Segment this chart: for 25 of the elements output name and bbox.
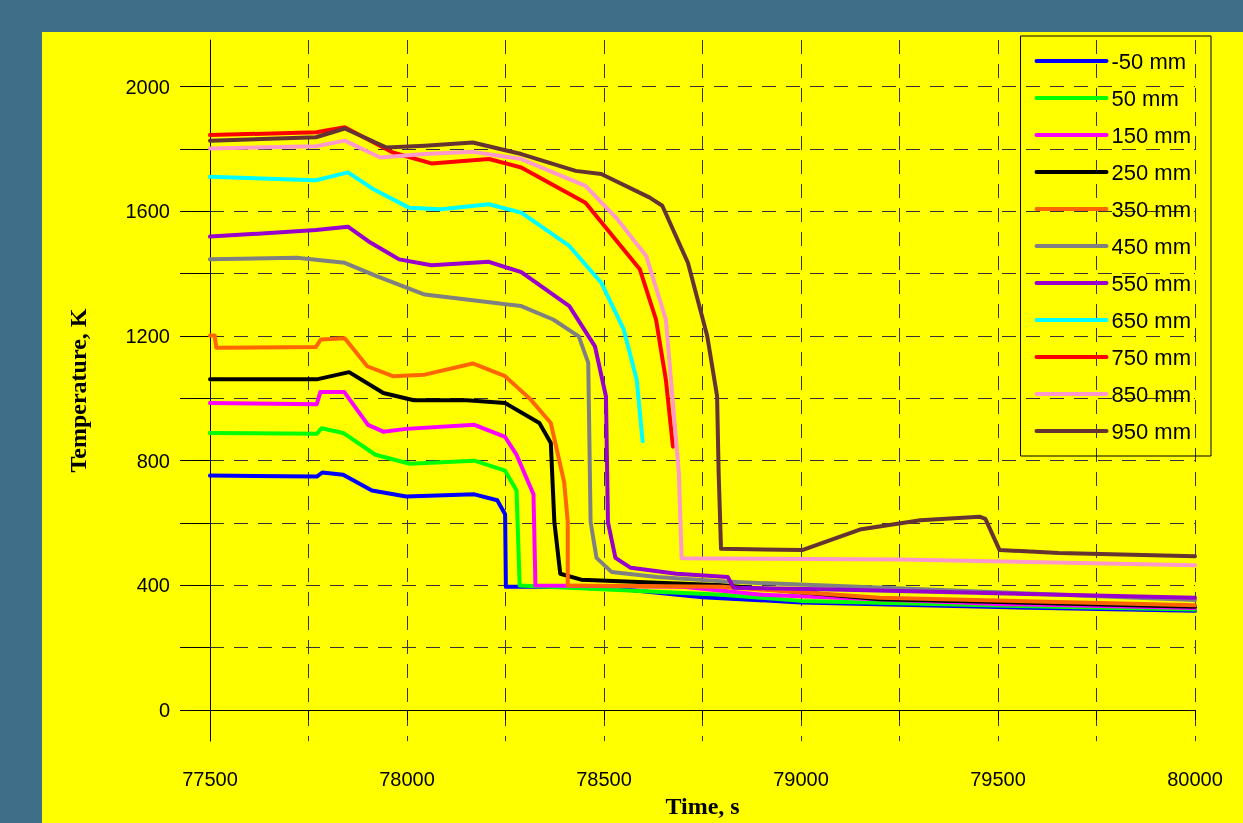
legend-label: 50 mm bbox=[1111, 85, 1179, 111]
x-tick-label: 79500 bbox=[970, 768, 1026, 791]
x-tick-label: 80000 bbox=[1167, 768, 1223, 791]
legend-label: 750 mm bbox=[1111, 344, 1192, 370]
legend-label: 950 mm bbox=[1111, 418, 1192, 444]
y-tick-label: 1600 bbox=[125, 200, 170, 223]
legend-label: -50 mm bbox=[1111, 48, 1187, 74]
y-tick-label: 2000 bbox=[125, 75, 170, 98]
legend-label: 450 mm bbox=[1111, 233, 1192, 259]
legend-label: 650 mm bbox=[1111, 307, 1192, 333]
y-tick-label: 1200 bbox=[125, 325, 170, 348]
legend-label: 550 mm bbox=[1111, 270, 1192, 296]
y-tick-label: 400 bbox=[136, 574, 170, 597]
x-tick-label: 78000 bbox=[379, 768, 435, 791]
legend-label: 350 mm bbox=[1111, 196, 1192, 222]
x-tick-label: 77500 bbox=[182, 768, 238, 791]
legend-label: 850 mm bbox=[1111, 381, 1192, 407]
y-tick-label: 800 bbox=[136, 449, 170, 472]
x-tick-label: 79000 bbox=[773, 768, 829, 791]
x-tick-label: 78500 bbox=[576, 768, 632, 791]
legend-label: 250 mm bbox=[1111, 159, 1192, 185]
y-tick-label: 0 bbox=[158, 698, 170, 721]
y-axis-title: Temperature, K bbox=[65, 308, 91, 473]
x-axis-title: Time, s bbox=[665, 793, 740, 819]
legend-label: 150 mm bbox=[1111, 122, 1192, 148]
